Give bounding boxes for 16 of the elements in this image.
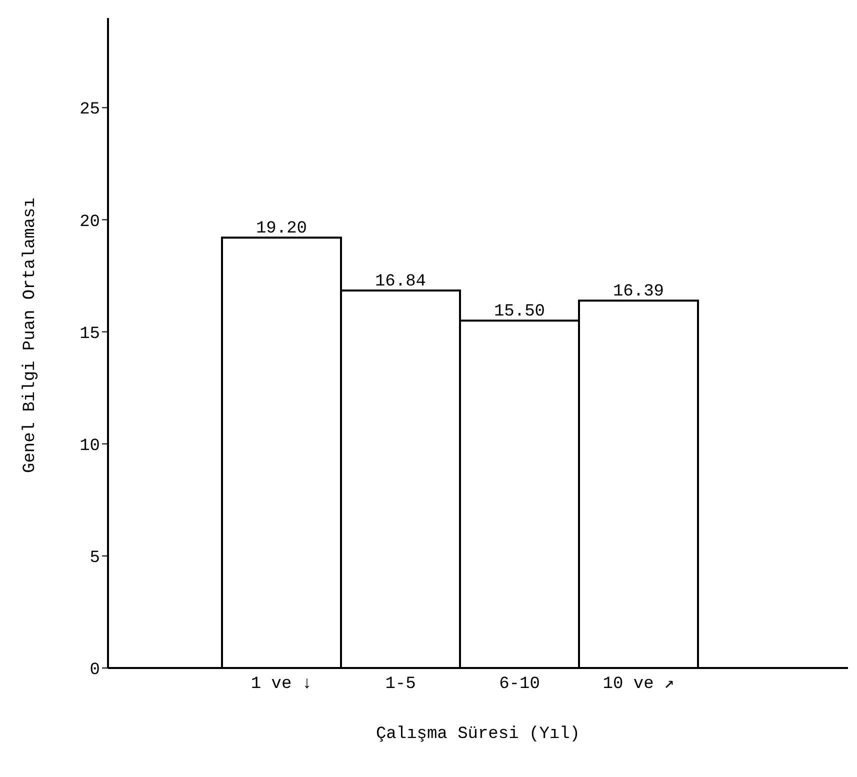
y-tick-label: 10: [80, 436, 100, 456]
x-tick-label: 1 ve ↓: [250, 675, 312, 694]
y-tick-label: 25: [80, 100, 100, 120]
x-axis-title: Çalışma Süresi (Yıl): [376, 725, 580, 744]
data-label: 16.39: [612, 282, 664, 302]
data-label: 19.20: [256, 220, 308, 239]
y-tick-label: 15: [80, 324, 100, 344]
x-tick-label: 10 ve ↗: [602, 675, 674, 694]
y-axis-title: Genel Bilgi Puan Ortalaması: [21, 198, 40, 473]
data-label: 15.50: [494, 302, 546, 322]
y-tick-label: 20: [80, 212, 100, 232]
x-tick-label: 6-10: [499, 675, 540, 694]
y-tick-label: 5: [90, 548, 100, 568]
y-tick-label: 0: [90, 661, 100, 680]
data-label: 16.84: [374, 272, 426, 292]
x-tick-label: 1-5: [385, 675, 416, 694]
